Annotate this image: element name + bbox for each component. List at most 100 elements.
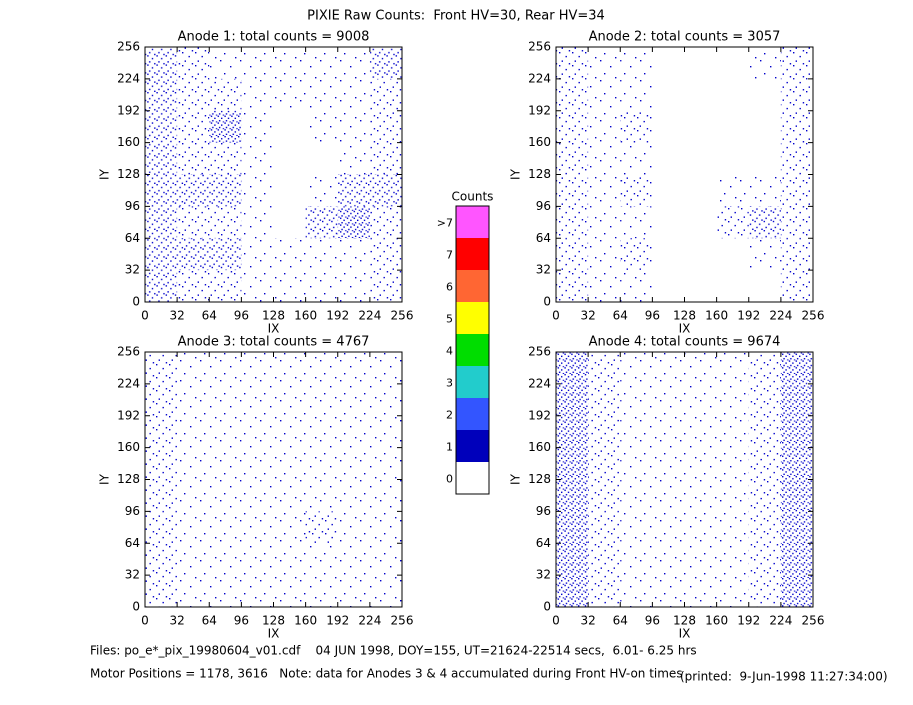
colorbar-swatch — [456, 238, 489, 270]
x-tick-label: 256 — [802, 614, 825, 628]
density-cell — [684, 383, 717, 416]
density-cell — [241, 238, 274, 271]
y-tick-label: 192 — [117, 103, 140, 117]
density-cell — [337, 352, 370, 384]
y-tick-label: 224 — [117, 376, 140, 390]
density-cell — [716, 447, 749, 480]
density-cell — [716, 174, 749, 207]
density-cell — [620, 575, 653, 607]
density-cell — [780, 174, 813, 207]
density-cell — [588, 479, 621, 512]
density-cell — [337, 110, 370, 143]
density-cell — [305, 352, 338, 384]
density-cell — [620, 511, 653, 544]
density-cell — [369, 78, 402, 111]
density-cell — [145, 142, 178, 175]
density-cell — [177, 511, 210, 544]
density-cell — [209, 415, 242, 448]
density-cell — [305, 174, 338, 207]
colorbar-swatch — [456, 462, 489, 494]
x-tick-label: 160 — [294, 614, 317, 628]
x-axis-label: IX — [268, 627, 280, 641]
density-cell — [556, 270, 589, 302]
density-cell — [780, 575, 813, 607]
density-cell — [780, 511, 813, 544]
colorbar-swatch — [456, 430, 489, 462]
density-cell — [209, 142, 242, 175]
x-tick-label: 192 — [737, 614, 760, 628]
colorbar-swatch — [456, 398, 489, 430]
density-cell — [652, 447, 685, 480]
density-cell — [556, 479, 589, 512]
density-cell — [145, 110, 178, 143]
density-cell — [145, 238, 178, 271]
density-cell — [716, 206, 749, 239]
density-cell — [620, 383, 653, 416]
x-tick-label: 192 — [326, 614, 349, 628]
colorbar-swatch — [456, 366, 489, 398]
density-cell — [780, 47, 813, 79]
density-cell — [241, 47, 274, 79]
y-tick-label: 192 — [528, 103, 551, 117]
density-cell — [241, 479, 274, 512]
density-cell — [369, 206, 402, 239]
density-cell — [209, 352, 242, 384]
density-cell — [652, 383, 685, 416]
footer-printed: (printed: 9-Jun-1998 11:27:34:00) — [680, 670, 888, 684]
density-cell — [337, 447, 370, 480]
density-cell — [620, 78, 653, 111]
colorbar-swatch — [456, 334, 489, 366]
density-cell — [684, 511, 717, 544]
x-tick-label: 256 — [802, 309, 825, 323]
density-cell — [209, 479, 242, 512]
density-cell — [780, 142, 813, 175]
x-tick-label: 0 — [552, 309, 560, 323]
density-cell — [369, 270, 402, 302]
density-cell — [145, 206, 178, 239]
density-cell — [620, 206, 653, 239]
density-cell — [652, 479, 685, 512]
density-cell — [684, 447, 717, 480]
density-cell — [177, 110, 210, 143]
y-tick-label: 128 — [117, 167, 140, 181]
y-tick-label: 96 — [125, 504, 140, 518]
density-cell — [305, 383, 338, 416]
density-cell — [780, 543, 813, 576]
density-cell — [620, 174, 653, 207]
density-cell — [305, 415, 338, 448]
density-cell — [588, 78, 621, 111]
density-cell — [145, 575, 178, 607]
density-cell — [556, 174, 589, 207]
y-tick-label: 192 — [117, 408, 140, 422]
density-cell — [241, 415, 274, 448]
y-tick-label: 256 — [117, 40, 140, 54]
y-tick-label: 64 — [125, 536, 140, 550]
density-cell — [177, 47, 210, 79]
y-tick-label: 64 — [125, 231, 140, 245]
x-tick-label: 96 — [645, 309, 660, 323]
density-cell — [716, 479, 749, 512]
density-cell — [588, 352, 621, 384]
x-tick-label: 96 — [645, 614, 660, 628]
density-cell — [177, 575, 210, 607]
y-tick-label: 0 — [132, 600, 140, 614]
x-tick-label: 0 — [141, 614, 149, 628]
density-cell — [209, 78, 242, 111]
x-axis-label: IX — [268, 322, 280, 336]
density-cell — [716, 415, 749, 448]
density-cell — [241, 78, 274, 111]
colorbar-label: 4 — [446, 345, 453, 358]
density-cell — [748, 383, 781, 416]
density-cell — [588, 238, 621, 271]
y-tick-label: 160 — [528, 440, 551, 454]
density-cell — [337, 47, 370, 79]
density-cell — [588, 47, 621, 79]
density-cell — [209, 511, 242, 544]
density-cell — [177, 479, 210, 512]
density-cell — [145, 270, 178, 302]
density-cell — [241, 206, 274, 239]
density-cell — [305, 511, 338, 544]
density-cell — [652, 415, 685, 448]
density-cell — [273, 78, 306, 111]
colorbar-swatch — [456, 206, 489, 238]
